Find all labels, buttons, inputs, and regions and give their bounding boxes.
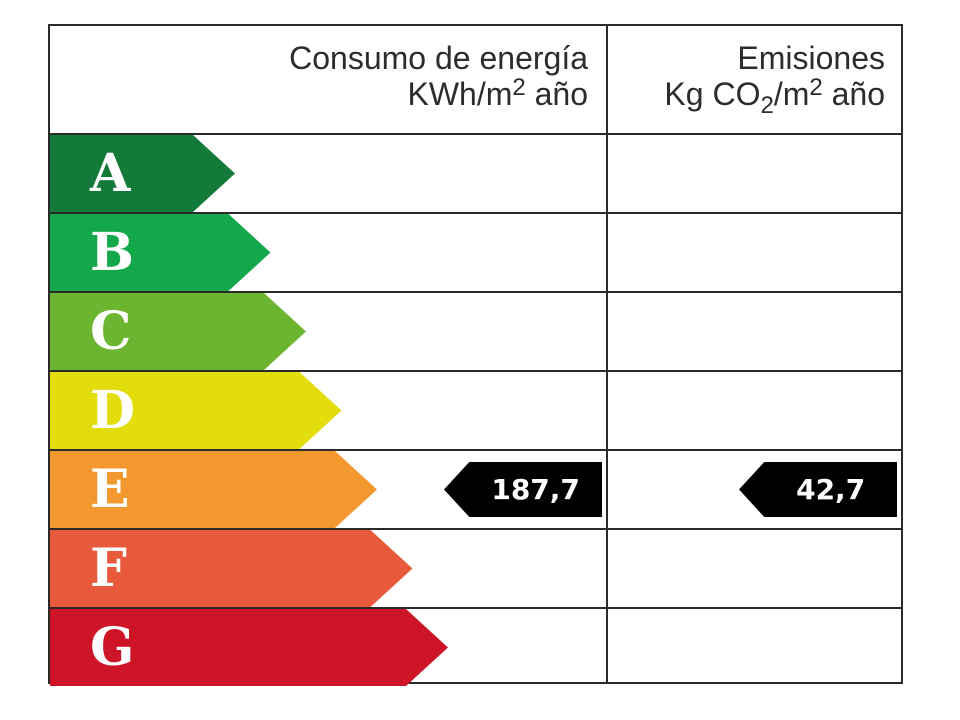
row-divider: [50, 528, 901, 530]
rating-band-g: G: [50, 609, 448, 686]
band-letter: C: [90, 301, 132, 362]
emissions-title: Emisiones: [737, 40, 885, 76]
energy-consumption-header: Consumo de energía KWh/m2 año: [50, 26, 606, 134]
energy-unit: KWh/m2 año: [407, 74, 588, 112]
band-letter: G: [90, 617, 135, 678]
column-divider: [606, 26, 608, 682]
header-divider: [50, 133, 901, 135]
rating-band-e: E: [50, 451, 377, 528]
row-divider: [50, 370, 901, 372]
rating-band-d: D: [50, 372, 342, 449]
rating-band-f: F: [50, 530, 413, 607]
rating-band-b: B: [50, 214, 271, 291]
energy-title: Consumo de energía: [289, 40, 588, 76]
band-letter: E: [90, 459, 130, 520]
band-letter: F: [90, 538, 127, 599]
emissions-unit: Kg CO2/m2 año: [664, 74, 885, 119]
band-letter: A: [90, 143, 131, 204]
row-divider: [50, 212, 901, 214]
row-divider: [50, 449, 901, 451]
rating-band-c: C: [50, 293, 306, 370]
energy-rating-marker-value: 187,7: [491, 473, 580, 506]
energy-rating-marker: 187,7: [444, 462, 602, 517]
emissions-header: Emisiones Kg CO2/m2 año: [608, 26, 901, 134]
emissions-rating-marker-value: 42,7: [796, 473, 866, 506]
row-divider: [50, 291, 901, 293]
band-letter: D: [90, 380, 136, 441]
rating-band-a: A: [50, 135, 235, 212]
energy-label: Consumo de energía KWh/m2 año Emisiones …: [48, 24, 903, 686]
emissions-rating-marker: 42,7: [739, 462, 897, 517]
band-letter: B: [90, 222, 134, 283]
row-divider: [50, 607, 901, 609]
